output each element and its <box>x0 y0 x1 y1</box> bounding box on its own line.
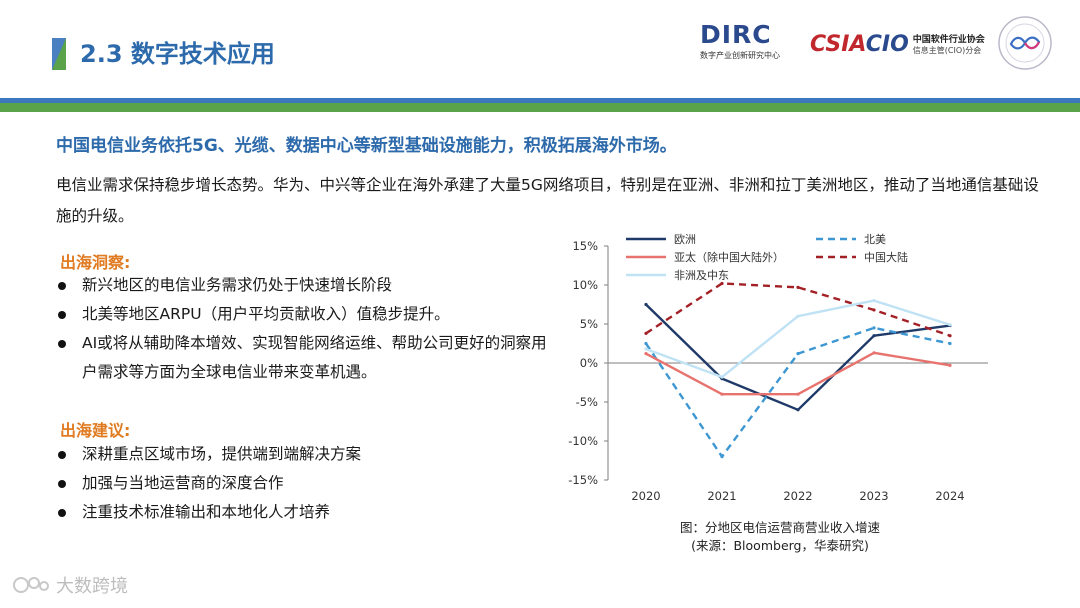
series-point-4 <box>948 323 952 327</box>
x-tick-label: 2022 <box>783 489 812 503</box>
y-tick-label: 0% <box>580 356 598 370</box>
bullet-icon <box>58 451 66 459</box>
series-point-4 <box>644 347 648 351</box>
section-marker-icon <box>52 38 66 70</box>
series-point-0 <box>796 408 800 412</box>
bullet-icon <box>58 282 66 290</box>
advice-text: 深耕重点区域市场，提供端到端解决方案 <box>82 445 362 463</box>
series-point-1 <box>720 455 724 459</box>
series-point-2 <box>872 351 876 355</box>
advice-list: 深耕重点区域市场，提供端到端解决方案 加强与当地运营商的深度合作 注重技术标准输… <box>54 440 554 527</box>
dirc-logo-mark: DIRC <box>700 20 772 49</box>
x-tick-label: 2020 <box>631 489 660 503</box>
csia-mark-left: CSIA <box>810 31 866 57</box>
bullet-icon <box>58 311 66 319</box>
series-point-3 <box>796 285 800 289</box>
csia-mark-right: CIO <box>865 31 909 57</box>
intro-paragraph: 电信业需求保持稳步增长态势。华为、中兴等企业在海外承建了大量5G网络项目，特别是… <box>56 176 1039 225</box>
x-tick-label: 2023 <box>859 489 888 503</box>
insight-text: AI或将从辅助降本增效、实现智能网络运维、帮助公司更好的洞察用户需求等方面为全球… <box>82 334 547 381</box>
series-point-2 <box>796 392 800 396</box>
series-point-4 <box>796 314 800 318</box>
series-point-1 <box>948 341 952 346</box>
series-point-3 <box>644 331 648 335</box>
series-point-2 <box>644 352 648 356</box>
y-tick-label: -10% <box>568 434 598 448</box>
header-divider <box>0 97 1080 112</box>
bullet-icon <box>58 480 66 488</box>
legend-label: 非洲及中东 <box>674 269 729 282</box>
y-tick-label: -15% <box>568 473 598 487</box>
advice-text: 注重技术标准输出和本地化人才培养 <box>82 503 331 521</box>
advice-heading: 出海建议: <box>60 421 131 440</box>
list-item: 注重技术标准输出和本地化人才培养 <box>54 498 554 527</box>
series-point-1 <box>644 341 648 346</box>
series-point-3 <box>720 281 724 286</box>
x-tick-label: 2021 <box>707 489 736 503</box>
insight-list: 新兴地区的电信业务需求仍处于快速增长阶段 北美等地区ARPU（用户平均贡献收入）… <box>54 271 554 387</box>
series-point-2 <box>720 392 724 396</box>
csia-logo-line2: 信息主管(CIO)分会 <box>912 46 982 55</box>
watermark-logo-icon <box>13 577 49 593</box>
list-item: 新兴地区的电信业务需求仍处于快速增长阶段 <box>54 271 554 300</box>
list-item: 深耕重点区域市场，提供端到端解决方案 <box>54 440 554 469</box>
dirc-logo-subtitle: 数字产业创新研究中心 <box>700 51 780 60</box>
list-item: AI或将从辅助降本增效、实现智能网络运维、帮助公司更好的洞察用户需求等方面为全球… <box>54 329 554 387</box>
series-line-4 <box>645 299 951 379</box>
revenue-growth-chart: 15% 10% 5% 0% -5% -10% -15% 2020 2021 2022 2023 202… <box>568 233 988 503</box>
series-point-0 <box>644 302 648 307</box>
y-tick-label: -5% <box>576 395 598 409</box>
series-line-3 <box>645 282 951 337</box>
insight-text: 新兴地区的电信业务需求仍处于快速增长阶段 <box>82 276 393 294</box>
y-tick-label: 10% <box>572 278 598 292</box>
chart-caption: 图：分地区电信运营商营业收入增速 <box>679 520 880 535</box>
y-tick-label: 5% <box>580 317 598 331</box>
y-tick-label: 15% <box>572 239 598 253</box>
x-tick-label: 2024 <box>935 489 964 503</box>
bullet-icon <box>58 509 66 517</box>
series-point-4 <box>720 375 724 379</box>
insight-text: 北美等地区ARPU（用户平均贡献收入）值稳步提升。 <box>82 305 450 323</box>
series-point-0 <box>872 334 876 338</box>
bullet-icon <box>58 340 66 348</box>
series-line-2 <box>645 351 951 396</box>
list-item: 加强与当地运营商的深度合作 <box>54 469 554 498</box>
csia-logo: CSIACIO 中国软件行业协会 信息主管(CIO)分会 <box>810 26 990 62</box>
dirc-logo: DIRC 数字产业创新研究中心 <box>700 20 804 68</box>
series-point-2 <box>948 363 952 367</box>
csia-logo-line1: 中国软件行业协会 <box>912 35 985 45</box>
list-item: 北美等地区ARPU（用户平均贡献收入）值稳步提升。 <box>54 300 554 329</box>
watermark-text: 大数跨境 <box>56 576 128 597</box>
advice-text: 加强与当地运营商的深度合作 <box>82 474 284 492</box>
chart-source: (来源：Bloomberg，华泰研究) <box>691 538 869 553</box>
legend-label: 中国大陆 <box>864 250 908 264</box>
series-point-1 <box>872 326 876 330</box>
series-point-3 <box>948 334 952 338</box>
insight-heading: 出海洞察: <box>60 253 131 272</box>
series-point-4 <box>872 299 876 303</box>
headline: 中国电信业务依托5G、光缆、数据中心等新型基础设施能力，积极拓展海外市场。 <box>56 136 677 156</box>
series-line-1 <box>645 326 951 458</box>
legend-label: 北美 <box>864 233 886 246</box>
legend-label: 欧洲 <box>674 233 696 246</box>
series-point-1 <box>796 352 800 356</box>
seal-logo-icon <box>998 16 1052 70</box>
series-point-3 <box>872 308 876 312</box>
legend-label: 亚太（除中国大陆外） <box>674 250 784 264</box>
page-title: 2.3 数字技术应用 <box>80 40 275 68</box>
csia-logo-mark: CSIACIO <box>810 32 909 57</box>
